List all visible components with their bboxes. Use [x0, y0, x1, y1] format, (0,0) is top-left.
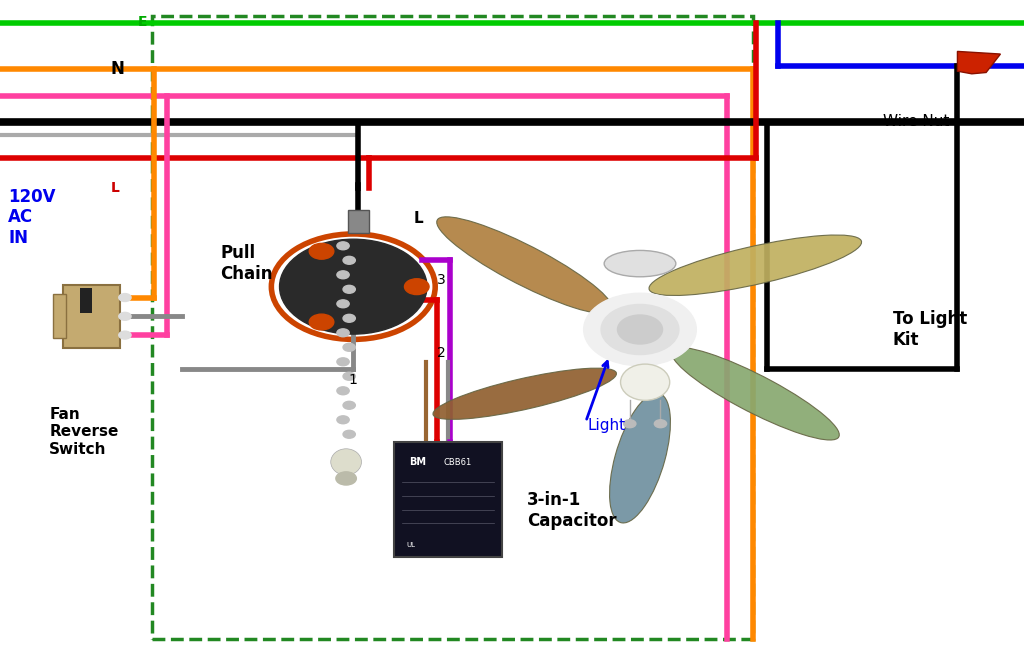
Circle shape — [119, 331, 131, 339]
Circle shape — [119, 312, 131, 320]
Text: E: E — [138, 15, 147, 30]
Circle shape — [309, 314, 334, 330]
Bar — [63, 285, 120, 348]
Circle shape — [343, 372, 355, 380]
Text: Pull
Chain: Pull Chain — [220, 244, 272, 283]
Bar — [53, 295, 66, 338]
Text: Light: Light — [588, 418, 626, 432]
Text: UL: UL — [407, 542, 416, 548]
Circle shape — [343, 430, 355, 438]
Circle shape — [617, 315, 663, 344]
Bar — [348, 210, 369, 233]
Ellipse shape — [649, 235, 861, 295]
Circle shape — [337, 387, 349, 395]
Text: To Light
Kit: To Light Kit — [893, 310, 968, 349]
Text: Wire Nut: Wire Nut — [883, 115, 949, 129]
Text: 3: 3 — [437, 273, 446, 287]
Circle shape — [404, 279, 429, 295]
Circle shape — [337, 416, 349, 424]
Circle shape — [343, 343, 355, 351]
Circle shape — [584, 293, 696, 366]
Circle shape — [337, 329, 349, 337]
Circle shape — [343, 285, 355, 293]
Bar — [152, 16, 753, 639]
Bar — [80, 288, 92, 313]
Text: 3-in-1
Capacitor: 3-in-1 Capacitor — [527, 492, 617, 530]
Text: L: L — [111, 181, 120, 195]
Text: L: L — [414, 212, 423, 226]
Circle shape — [337, 300, 349, 308]
Circle shape — [337, 242, 349, 250]
Bar — [394, 442, 502, 557]
Text: BM: BM — [410, 457, 427, 467]
Ellipse shape — [609, 393, 671, 523]
Circle shape — [343, 314, 355, 322]
Circle shape — [336, 472, 356, 485]
Circle shape — [119, 294, 131, 302]
Circle shape — [624, 420, 636, 428]
Ellipse shape — [604, 250, 676, 277]
Circle shape — [337, 271, 349, 279]
Circle shape — [337, 358, 349, 366]
Ellipse shape — [621, 364, 670, 401]
Polygon shape — [957, 51, 1000, 74]
Text: CBB61: CBB61 — [443, 458, 472, 467]
Text: 120V
AC
IN: 120V AC IN — [8, 188, 55, 247]
Circle shape — [343, 401, 355, 409]
Circle shape — [309, 243, 334, 259]
Circle shape — [280, 239, 427, 334]
Text: 1: 1 — [348, 373, 357, 387]
Ellipse shape — [331, 449, 361, 475]
Text: Fan
Reverse
Switch: Fan Reverse Switch — [49, 407, 119, 457]
Ellipse shape — [672, 347, 840, 440]
Ellipse shape — [436, 217, 612, 314]
Circle shape — [654, 420, 667, 428]
Circle shape — [343, 256, 355, 264]
Circle shape — [601, 304, 679, 355]
Text: N: N — [111, 60, 125, 78]
Ellipse shape — [433, 368, 616, 419]
Text: 2: 2 — [437, 345, 446, 360]
